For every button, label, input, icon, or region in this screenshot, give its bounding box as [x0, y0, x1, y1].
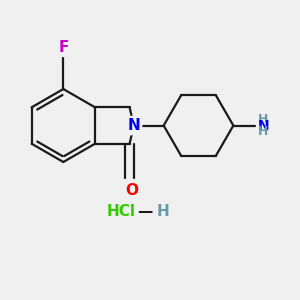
- Text: F: F: [58, 40, 68, 55]
- Text: H: H: [258, 113, 268, 126]
- Text: HCl: HCl: [106, 204, 136, 219]
- Text: N: N: [258, 118, 269, 133]
- Text: H: H: [258, 125, 268, 138]
- Text: O: O: [125, 183, 138, 198]
- Text: —: —: [137, 204, 152, 219]
- Text: N: N: [128, 118, 140, 133]
- Text: H: H: [157, 204, 170, 219]
